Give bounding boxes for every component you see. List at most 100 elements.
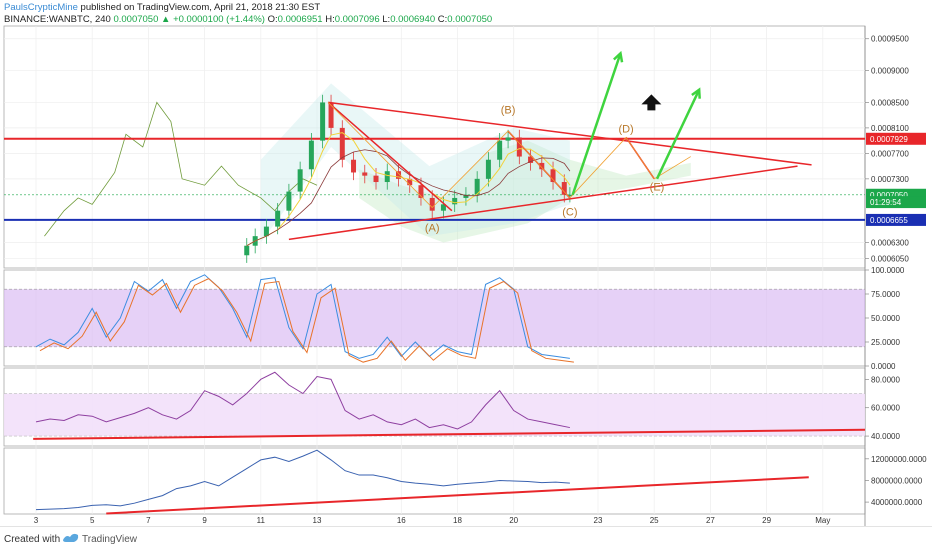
y-tick-label: 8000000.0000 — [871, 476, 923, 485]
candle-body — [550, 169, 556, 183]
triangle-lower-line — [288, 165, 798, 241]
y-tick-label: 0.0008500 — [871, 98, 909, 107]
rsi-trendline — [33, 428, 866, 440]
price-badge — [866, 196, 926, 209]
low-value: 0.0006940 — [390, 14, 436, 25]
x-tick-label: 16 — [397, 516, 406, 525]
y-tick-label: 80.0000 — [871, 375, 900, 384]
y-tick-label: 75.0000 — [871, 290, 900, 299]
price-change: +0.0000100 (+1.44%) — [173, 14, 265, 25]
x-tick-label: 7 — [146, 516, 151, 525]
wave-label: (C) — [562, 206, 577, 218]
close-label: C: — [437, 14, 448, 25]
candle-body — [516, 137, 522, 157]
x-tick-label: 3 — [34, 516, 39, 525]
candle-body — [561, 182, 567, 195]
x-tick-label: 23 — [594, 516, 603, 525]
candle-body — [395, 171, 401, 179]
bollinger-band — [260, 83, 570, 243]
candle-body — [497, 140, 503, 160]
publish-info: published on TradingView.com, April 21, … — [77, 2, 321, 13]
price-badge — [866, 213, 926, 226]
up-arrow-icon — [641, 94, 662, 111]
candle-body — [407, 178, 413, 186]
price-badge-label: 0.0007050 — [870, 191, 908, 200]
y-tick-label: 0.0007700 — [871, 149, 909, 158]
candle-body — [263, 226, 269, 237]
open-label: O: — [267, 14, 278, 25]
y-tick-label: 40.0000 — [871, 432, 900, 441]
candle-body — [362, 172, 368, 176]
x-tick-label: 29 — [762, 516, 771, 525]
chart-canvas: 3 5 7 9 11 13 16 18 20 23 25 27 29 May 0.0009500 0.0009… — [3, 25, 927, 526]
low-label: L: — [382, 14, 391, 25]
author-link[interactable]: PaulsCrypticMine — [4, 2, 78, 13]
y-tick-label: 0.0008100 — [871, 124, 909, 133]
wave-label: (E) — [650, 181, 665, 193]
x-tick-label: 25 — [650, 516, 659, 525]
projection-arrow-2 — [655, 89, 701, 180]
stoch-k-line — [35, 274, 570, 359]
publish-line: PaulsCrypticMine published on TradingVie… — [4, 2, 320, 13]
open-value: 0.0006951 — [277, 14, 323, 25]
y-tick-label: 100.0000 — [871, 266, 905, 275]
high-value: 0.0007096 — [334, 14, 380, 25]
y-tick-label: 0.0006300 — [871, 239, 909, 248]
candle-body — [567, 194, 573, 196]
candle-body — [474, 178, 480, 195]
x-tick-label: May — [815, 516, 830, 525]
candle-body — [351, 159, 357, 173]
y-tick-label: 0.0009000 — [871, 67, 909, 76]
tradingview-logo-icon[interactable] — [62, 531, 80, 545]
moving-average-yellow — [246, 132, 571, 247]
projection-arrow-2-head — [691, 87, 701, 99]
price-badge — [866, 132, 926, 145]
candle-body — [286, 191, 292, 211]
symbol-label[interactable]: BINANCE:WANBTC, 240 — [4, 14, 111, 25]
y-tick-label: 4000000.0000 — [871, 498, 923, 507]
x-tick-label: 13 — [313, 516, 322, 525]
wave-a-line — [327, 101, 453, 212]
candle-body — [297, 169, 303, 192]
price-badge-label: 0.0006655 — [870, 216, 908, 225]
candle-body — [505, 137, 511, 141]
candle-body — [429, 197, 435, 211]
y-tick-label: 12000000.0000 — [871, 455, 927, 464]
price-badge-label: 0.0007929 — [870, 135, 908, 144]
wave-label: (B) — [501, 105, 516, 117]
candle-body — [539, 162, 545, 170]
wave-label: (D) — [618, 123, 633, 135]
elliott-zigzag — [327, 102, 691, 209]
candle-body — [418, 185, 424, 198]
x-tick-label: 27 — [706, 516, 715, 525]
x-tick-label: 11 — [257, 516, 266, 525]
volume-trendline — [106, 476, 809, 515]
last-price: 0.0007050 — [113, 14, 159, 25]
wave-label: (A) — [425, 223, 440, 235]
rsi-line — [35, 371, 570, 430]
y-tick-label: 25.0000 — [871, 338, 900, 347]
change-arrow-icon: ▲ — [161, 14, 171, 25]
candle-body — [373, 175, 379, 183]
candle-body — [339, 127, 345, 160]
candle-body — [275, 210, 281, 227]
candle-body — [485, 159, 491, 179]
footer: Created with TradingView — [0, 526, 932, 551]
close-value: 0.0007050 — [447, 14, 493, 25]
candle-body — [528, 156, 534, 163]
projection-arrow-1 — [571, 52, 622, 196]
price-badge-label: 01:29:54 — [870, 198, 902, 207]
y-tick-label: 50.0000 — [871, 314, 900, 323]
triangle-upper-line — [328, 101, 812, 166]
x-tick-label: 20 — [509, 516, 518, 525]
candle-body — [308, 140, 314, 170]
volume-line — [35, 449, 570, 511]
x-tick-label: 18 — [453, 516, 462, 525]
y-tick-label: 60.0000 — [871, 404, 900, 413]
candle-body — [452, 197, 458, 205]
moving-average-maroon — [246, 149, 571, 247]
candle-body — [320, 102, 326, 141]
y-tick-label: 0.0007300 — [871, 175, 909, 184]
tradingview-brand[interactable]: TradingView — [82, 534, 138, 545]
candle-body — [384, 171, 390, 183]
